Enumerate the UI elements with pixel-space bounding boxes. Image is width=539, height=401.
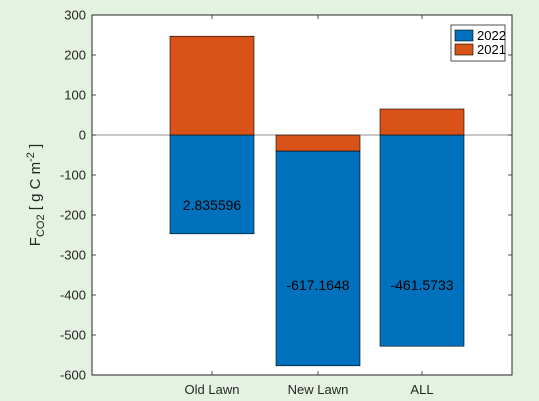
y-axis-ticks: -600 -500 -400 -300 -200 -100 0 100 200 300 xyxy=(60,8,512,383)
bar-new-lawn-2021 xyxy=(275,134,361,152)
y-tick-label: -600 xyxy=(60,368,86,383)
y-tick-label: 300 xyxy=(64,8,86,23)
legend-label-2021: 2021 xyxy=(477,42,506,57)
legend-swatch-2021 xyxy=(454,43,474,56)
bar-data-label: 2.835596 xyxy=(183,197,242,213)
y-axis-label-units: [ g C m xyxy=(27,162,44,215)
y-tick-label: 200 xyxy=(64,48,86,63)
bar-all-2022 xyxy=(379,134,465,347)
y-tick-label: -400 xyxy=(60,288,86,303)
bar-old-lawn-2021 xyxy=(169,35,255,136)
y-tick-label: -100 xyxy=(60,168,86,183)
y-tick-label: 0 xyxy=(79,128,86,143)
x-tick-label: ALL xyxy=(410,382,433,397)
x-tick-label: New Lawn xyxy=(288,382,349,397)
y-axis-label-superscript: -2 xyxy=(25,152,37,162)
data-labels: 2.835596 -617.1648 -461.5733 xyxy=(183,197,454,293)
bar-old-lawn-2022 xyxy=(169,134,255,235)
y-tick-label: -200 xyxy=(60,208,86,223)
bar-all-2021 xyxy=(379,108,465,136)
bar-new-lawn-2022 xyxy=(275,150,361,367)
y-axis-label-subscript: CO2 xyxy=(35,214,47,237)
legend-label-2022: 2022 xyxy=(477,28,506,43)
y-axis-label: FCO2 [ g C m-2 ] xyxy=(25,144,47,246)
y-axis-label-end: ] xyxy=(27,144,44,152)
y-tick-label: -300 xyxy=(60,248,86,263)
y-axis-label-main: F xyxy=(27,237,44,246)
legend-swatch-2022 xyxy=(454,29,474,42)
plot-frame xyxy=(91,14,513,376)
bar-data-label: -617.1648 xyxy=(286,277,349,293)
x-tick-label: Old Lawn xyxy=(185,382,240,397)
y-tick-label: -500 xyxy=(60,328,86,343)
x-axis-ticks: Old Lawn New Lawn ALL xyxy=(185,15,434,397)
bar-data-label: -461.5733 xyxy=(390,277,453,293)
y-tick-label: 100 xyxy=(64,88,86,103)
